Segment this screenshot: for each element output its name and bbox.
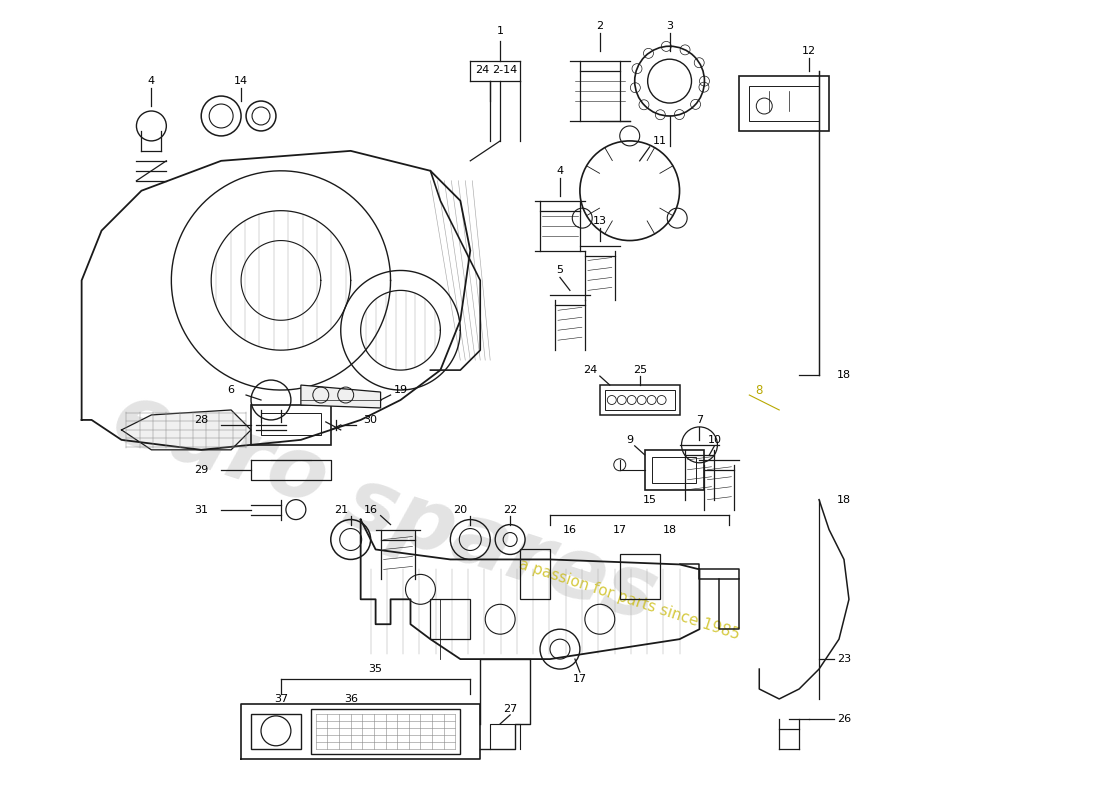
Text: 16: 16 bbox=[364, 505, 377, 514]
Text: 17: 17 bbox=[573, 674, 587, 684]
Text: 26: 26 bbox=[837, 714, 851, 724]
Bar bbox=[251, 714, 301, 749]
Text: 2: 2 bbox=[596, 22, 604, 31]
Text: spares: spares bbox=[333, 460, 667, 639]
Text: 7: 7 bbox=[696, 415, 703, 425]
Text: 2-14: 2-14 bbox=[493, 65, 518, 75]
Text: 6: 6 bbox=[228, 385, 234, 395]
Text: 13: 13 bbox=[593, 216, 607, 226]
Text: 1: 1 bbox=[497, 26, 504, 36]
Text: 20: 20 bbox=[453, 505, 468, 514]
Polygon shape bbox=[121, 410, 251, 450]
Text: 35: 35 bbox=[368, 664, 383, 674]
Bar bbox=[430, 599, 471, 639]
Bar bbox=[311, 709, 460, 754]
Text: 19: 19 bbox=[394, 385, 408, 395]
Text: 37: 37 bbox=[274, 694, 288, 704]
Text: 15: 15 bbox=[642, 494, 657, 505]
Bar bbox=[520, 550, 550, 599]
Bar bbox=[600, 385, 680, 415]
Text: 22: 22 bbox=[503, 505, 517, 514]
Text: euro: euro bbox=[103, 376, 339, 523]
Text: 27: 27 bbox=[503, 704, 517, 714]
Text: 30: 30 bbox=[364, 415, 377, 425]
Text: 18: 18 bbox=[837, 370, 851, 380]
Polygon shape bbox=[301, 385, 381, 408]
Text: 18: 18 bbox=[662, 525, 676, 534]
Bar bbox=[651, 457, 696, 482]
Text: 11: 11 bbox=[652, 136, 667, 146]
Text: 18: 18 bbox=[837, 494, 851, 505]
Text: 17: 17 bbox=[613, 525, 627, 534]
Text: a passion for parts since 1985: a passion for parts since 1985 bbox=[517, 557, 743, 642]
Text: 24: 24 bbox=[475, 65, 490, 75]
Bar bbox=[619, 554, 660, 599]
Text: 10: 10 bbox=[707, 435, 722, 445]
Text: 28: 28 bbox=[194, 415, 208, 425]
Text: 31: 31 bbox=[195, 505, 208, 514]
Text: 16: 16 bbox=[563, 525, 576, 534]
Bar bbox=[605, 390, 674, 410]
Text: 29: 29 bbox=[194, 465, 208, 474]
Text: 36: 36 bbox=[343, 694, 358, 704]
Bar bbox=[251, 405, 331, 445]
Text: 3: 3 bbox=[667, 22, 673, 31]
Bar bbox=[261, 413, 321, 435]
Text: 14: 14 bbox=[234, 76, 249, 86]
Text: 9: 9 bbox=[626, 435, 634, 445]
Text: 23: 23 bbox=[837, 654, 851, 664]
Text: 5: 5 bbox=[557, 266, 563, 275]
Text: 4: 4 bbox=[557, 166, 563, 176]
Text: 25: 25 bbox=[632, 365, 647, 375]
Text: 24: 24 bbox=[583, 365, 597, 375]
Bar bbox=[739, 76, 829, 131]
Text: 4: 4 bbox=[147, 76, 155, 86]
Bar bbox=[645, 450, 704, 490]
Text: 21: 21 bbox=[333, 505, 348, 514]
Text: 8: 8 bbox=[756, 383, 763, 397]
Bar bbox=[749, 86, 820, 121]
Text: 12: 12 bbox=[802, 46, 816, 56]
